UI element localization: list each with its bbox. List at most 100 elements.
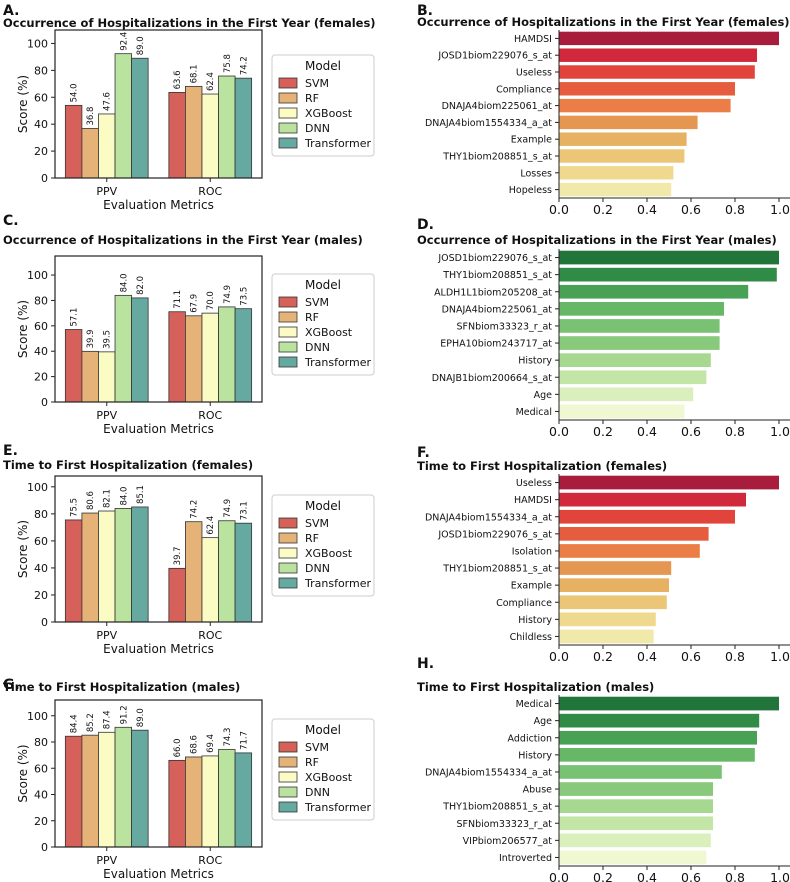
chart-title: Time to First Hospitalization (females) (3, 458, 253, 472)
feature-bar (559, 370, 707, 385)
feature-bar (559, 816, 713, 831)
y-tick-label: 20 (34, 145, 48, 158)
bar-dnn-roc (218, 749, 236, 848)
feature-label: JOSD1biom229076_s_at (437, 253, 552, 264)
bar-transformer-ppv (131, 729, 149, 848)
y-tick-label: 100 (27, 37, 48, 50)
feature-bar (559, 730, 757, 745)
y-axis-label: Score (%) (16, 520, 30, 578)
y-axis-label: Score (%) (16, 744, 30, 802)
legend-label: XGBoost (305, 107, 353, 120)
feature-bar (559, 404, 685, 419)
bar-a-chart: A.Occurrence of Hospitalizations in the … (3, 3, 376, 212)
legend-label: DNN (305, 122, 330, 135)
feature-bar (559, 492, 746, 507)
feature-bar (559, 250, 779, 265)
y-tick-label: 80 (34, 508, 48, 521)
x-axis-label: Evaluation Metrics (103, 867, 214, 881)
y-tick-label: 0 (41, 396, 48, 409)
panel-label: B. (417, 3, 433, 19)
bar-value-label: 66.0 (173, 738, 183, 757)
bar-value-label: 74.2 (190, 500, 200, 519)
feature-label: THY1biom208851_s_at (442, 564, 552, 575)
bar-rf-ppv (81, 512, 99, 623)
feature-label: History (518, 615, 552, 626)
feature-label: EPHA10biom243717_at (440, 339, 552, 350)
legend: Model SVM RF XGBoost DNN Transformer (271, 494, 375, 597)
feature-label: History (518, 356, 552, 367)
bar-value-label: 87.4 (103, 710, 113, 729)
feature-bar (559, 850, 707, 865)
y-tick-label: 0 (41, 616, 48, 629)
bar-value-label: 74.9 (223, 499, 233, 518)
feature-bar (559, 149, 685, 163)
x-tick-label: 0.2 (593, 649, 613, 664)
bar-dnn-roc (218, 75, 236, 179)
legend-swatch (278, 137, 298, 149)
feature-bar (559, 544, 700, 558)
x-axis-label: Evaluation Metrics (103, 198, 214, 212)
bar-xgboost-roc (201, 537, 219, 623)
chart-title: Occurrence of Hospitalizations in the Fi… (417, 15, 790, 29)
bar-value-label: 91.2 (119, 705, 129, 724)
chart-title: Occurrence of Hospitalizations in the Fi… (417, 233, 777, 247)
bar-value-label: 82.1 (103, 489, 113, 508)
x-axis-label: Evaluation Metrics (103, 422, 214, 436)
y-tick-label: 0 (41, 172, 48, 185)
x-tick-label: 1.0 (770, 649, 790, 664)
legend-swatch (278, 296, 298, 308)
feature-label: THY1biom208851_s_at (442, 270, 552, 281)
bar-transformer-roc (234, 77, 253, 179)
bar-value-label: 85.1 (136, 485, 146, 504)
feature-label: Useless (516, 68, 552, 79)
feature-label: Losses (520, 168, 552, 179)
bar-rf-roc (185, 756, 203, 848)
y-tick-label: 60 (34, 762, 48, 775)
feature-label: DNAJA4biom1554334_a_at (425, 767, 552, 778)
bar-transformer-roc (234, 752, 253, 848)
feature-bar (559, 48, 757, 62)
bar-rf-roc (185, 85, 203, 179)
bar-rf-ppv (81, 734, 99, 848)
y-tick-label: 80 (34, 736, 48, 749)
bar-value-label: 47.6 (103, 92, 113, 111)
feature-bar (559, 65, 755, 79)
bar-rf-ppv (81, 350, 99, 403)
bar-value-label: 74.3 (223, 728, 233, 747)
feature-bar (559, 561, 672, 575)
legend-swatch (278, 77, 298, 89)
legend-label: Transformer (304, 137, 371, 150)
feature-label: Abuse (523, 785, 552, 796)
bar-rf-roc (185, 315, 203, 403)
legend-label: XGBoost (305, 326, 353, 339)
legend-label: XGBoost (305, 547, 353, 560)
bar-transformer-roc (234, 308, 253, 403)
y-tick-label: 80 (34, 64, 48, 77)
y-tick-label: 20 (34, 371, 48, 384)
bar-svm-roc (168, 311, 186, 403)
bar-value-label: 75.8 (223, 54, 233, 73)
feature-bar (559, 782, 713, 796)
bar-value-label: 71.7 (239, 731, 249, 750)
feature-label: Compliance (496, 84, 552, 95)
feature-bar (559, 833, 711, 848)
bar-value-label: 39.9 (86, 329, 96, 348)
feature-label: Example (511, 581, 552, 592)
legend-box (271, 494, 375, 597)
feature-bar (559, 302, 724, 316)
legend-label: DNN (305, 562, 330, 575)
legend-label: XGBoost (305, 771, 353, 784)
bar-transformer-ppv (131, 506, 149, 623)
feature-label: Addiction (508, 733, 552, 744)
legend: Model SVM RF XGBoost DNN Transformer (271, 273, 375, 376)
bar-value-label: 84.0 (119, 487, 129, 506)
legend-label: RF (305, 311, 319, 324)
panel-label: F. (417, 445, 430, 461)
feature-bar (559, 267, 777, 282)
feature-label: Hopeless (509, 185, 552, 196)
bar-dnn-ppv (114, 508, 132, 623)
feature-label: Compliance (496, 598, 552, 609)
x-tick-label: PPV (96, 185, 117, 198)
x-tick-label: 0.8 (725, 649, 745, 664)
bar-transformer-ppv (131, 57, 149, 179)
